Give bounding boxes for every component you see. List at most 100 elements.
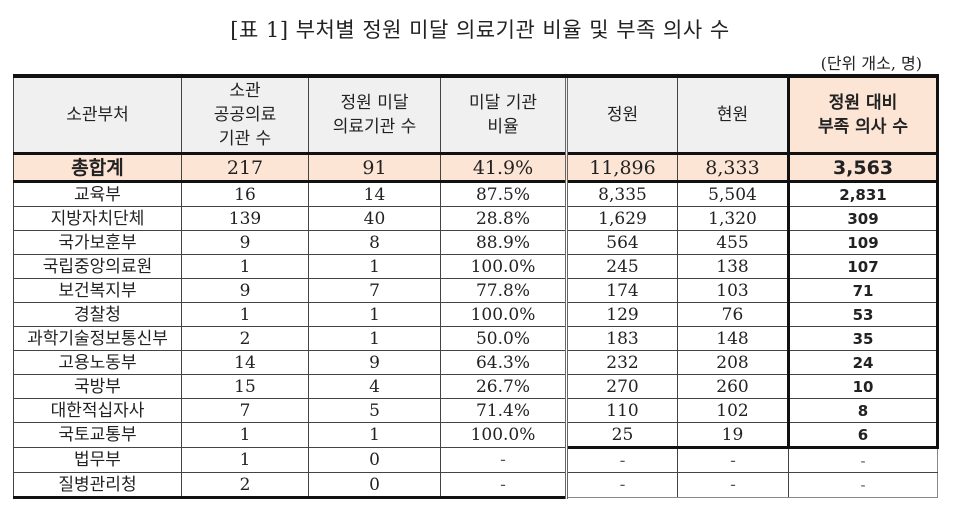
cell-shortage: - <box>788 447 938 473</box>
header-row: 소관부처 소관 공공의료 기관 수 정원 미달 의료기관 수 미달 기관 비율 정원 현… <box>13 75 939 154</box>
header-institutions: 소관 공공의료 기관 수 <box>181 75 309 154</box>
cell-ministry: 지방자치단체 <box>13 206 182 231</box>
cell-quota: 25 <box>566 422 678 449</box>
cell-institutions: 139 <box>181 206 309 231</box>
total-institutions: 217 <box>181 152 309 183</box>
cell-institutions: 9 <box>181 230 309 255</box>
cell-current: 455 <box>677 230 789 255</box>
unit-label: (단위 개소, 명) <box>820 54 922 73</box>
cell-shortage: 53 <box>787 302 939 327</box>
cell-shortage: 35 <box>787 326 939 351</box>
table-row: 대한적십자사 7 5 71.4% 110 102 8 <box>13 398 939 423</box>
cell-under: 1 <box>308 302 441 327</box>
cell-ministry: 법무부 <box>13 447 182 473</box>
cell-ratio: 100.0% <box>440 302 568 327</box>
cell-shortage: 309 <box>787 206 939 231</box>
cell-institutions: 1 <box>181 302 309 327</box>
ministry-doctor-shortage-table: 소관부처 소관 공공의료 기관 수 정원 미달 의료기관 수 미달 기관 비율 정원 현… <box>13 74 939 499</box>
total-quota: 11,896 <box>566 152 678 183</box>
cell-current: 102 <box>677 398 789 423</box>
cell-quota: 564 <box>566 230 678 255</box>
cell-quota: - <box>566 472 678 498</box>
cell-ratio: 100.0% <box>440 254 568 279</box>
cell-ministry: 국방부 <box>13 374 182 399</box>
cell-shortage: 10 <box>787 374 939 399</box>
cell-quota: 110 <box>566 398 678 423</box>
total-current: 8,333 <box>677 152 789 183</box>
cell-current: 5,504 <box>677 181 789 207</box>
cell-institutions: 16 <box>181 181 309 207</box>
table-row: 고용노동부 14 9 64.3% 232 208 24 <box>13 350 939 375</box>
cell-shortage: 107 <box>787 254 939 279</box>
cell-ministry: 대한적십자사 <box>13 398 182 423</box>
cell-ratio: 26.7% <box>440 374 568 399</box>
cell-current: 76 <box>677 302 789 327</box>
cell-ministry: 교육부 <box>13 181 182 207</box>
cell-quota: 270 <box>566 374 678 399</box>
total-ministry: 총합계 <box>13 152 182 183</box>
cell-shortage: 8 <box>787 398 939 423</box>
cell-institutions: 2 <box>181 472 309 499</box>
cell-under: 5 <box>308 398 441 423</box>
cell-ratio: 87.5% <box>440 181 568 207</box>
table-row: 보건복지부 9 7 77.8% 174 103 71 <box>13 278 939 303</box>
cell-ministry: 국립중앙의료원 <box>13 254 182 279</box>
cell-ministry: 고용노동부 <box>13 350 182 375</box>
cell-current: 208 <box>677 350 789 375</box>
cell-shortage: 109 <box>787 230 939 255</box>
cell-quota: 245 <box>566 254 678 279</box>
cell-current: - <box>677 472 789 498</box>
header-ratio: 미달 기관 비율 <box>440 75 568 154</box>
cell-quota: 183 <box>566 326 678 351</box>
cell-quota: 129 <box>566 302 678 327</box>
cell-shortage: 6 <box>787 422 939 449</box>
total-under: 91 <box>308 152 441 183</box>
cell-shortage: - <box>788 472 938 498</box>
table-row: 질병관리청 2 0 - - - - <box>13 472 938 499</box>
cell-current: 1,320 <box>677 206 789 231</box>
cell-current: 19 <box>677 422 789 449</box>
header-ministry: 소관부처 <box>13 75 182 154</box>
cell-ministry: 경찰청 <box>13 302 182 327</box>
cell-ratio: 77.8% <box>440 278 568 303</box>
total-row: 총합계 217 91 41.9% 11,896 8,333 3,563 <box>13 152 939 183</box>
header-quota: 정원 <box>566 75 678 154</box>
cell-under: 40 <box>308 206 441 231</box>
table-row: 법무부 1 0 - - - - <box>13 447 938 473</box>
table-row: 교육부 16 14 87.5% 8,335 5,504 2,831 <box>13 181 939 207</box>
table-row: 국립중앙의료원 1 1 100.0% 245 138 107 <box>13 254 939 279</box>
table-row: 지방자치단체 139 40 28.8% 1,629 1,320 309 <box>13 206 939 231</box>
cell-shortage: 24 <box>787 350 939 375</box>
cell-ratio: 100.0% <box>440 422 568 448</box>
cell-quota: - <box>566 447 678 473</box>
cell-institutions: 7 <box>181 398 309 423</box>
table-row: 국가보훈부 9 8 88.9% 564 455 109 <box>13 230 939 255</box>
cell-under: 4 <box>308 374 441 399</box>
cell-shortage: 2,831 <box>787 181 939 207</box>
cell-under: 1 <box>308 422 441 448</box>
cell-ratio: 71.4% <box>440 398 568 423</box>
cell-current: - <box>677 447 789 473</box>
cell-ratio: 50.0% <box>440 326 568 351</box>
cell-ministry: 과학기술정보통신부 <box>13 326 182 351</box>
cell-quota: 1,629 <box>566 206 678 231</box>
cell-under: 7 <box>308 278 441 303</box>
cell-institutions: 9 <box>181 278 309 303</box>
cell-under: 0 <box>308 472 441 499</box>
cell-ratio: - <box>440 472 568 499</box>
cell-shortage: 71 <box>787 278 939 303</box>
cell-ratio: 88.9% <box>440 230 568 255</box>
cell-ministry: 보건복지부 <box>13 278 182 303</box>
cell-institutions: 1 <box>181 447 309 473</box>
cell-ministry: 질병관리청 <box>13 472 182 499</box>
cell-institutions: 15 <box>181 374 309 399</box>
cell-current: 260 <box>677 374 789 399</box>
table-title: [표 1] 부처별 정원 미달 의료기관 비율 및 부족 의사 수 <box>230 18 730 42</box>
cell-current: 103 <box>677 278 789 303</box>
cell-quota: 174 <box>566 278 678 303</box>
cell-under: 1 <box>308 326 441 351</box>
cell-under: 1 <box>308 254 441 279</box>
cell-ministry: 국가보훈부 <box>13 230 182 255</box>
table-row: 국방부 15 4 26.7% 270 260 10 <box>13 374 939 399</box>
cell-institutions: 14 <box>181 350 309 375</box>
